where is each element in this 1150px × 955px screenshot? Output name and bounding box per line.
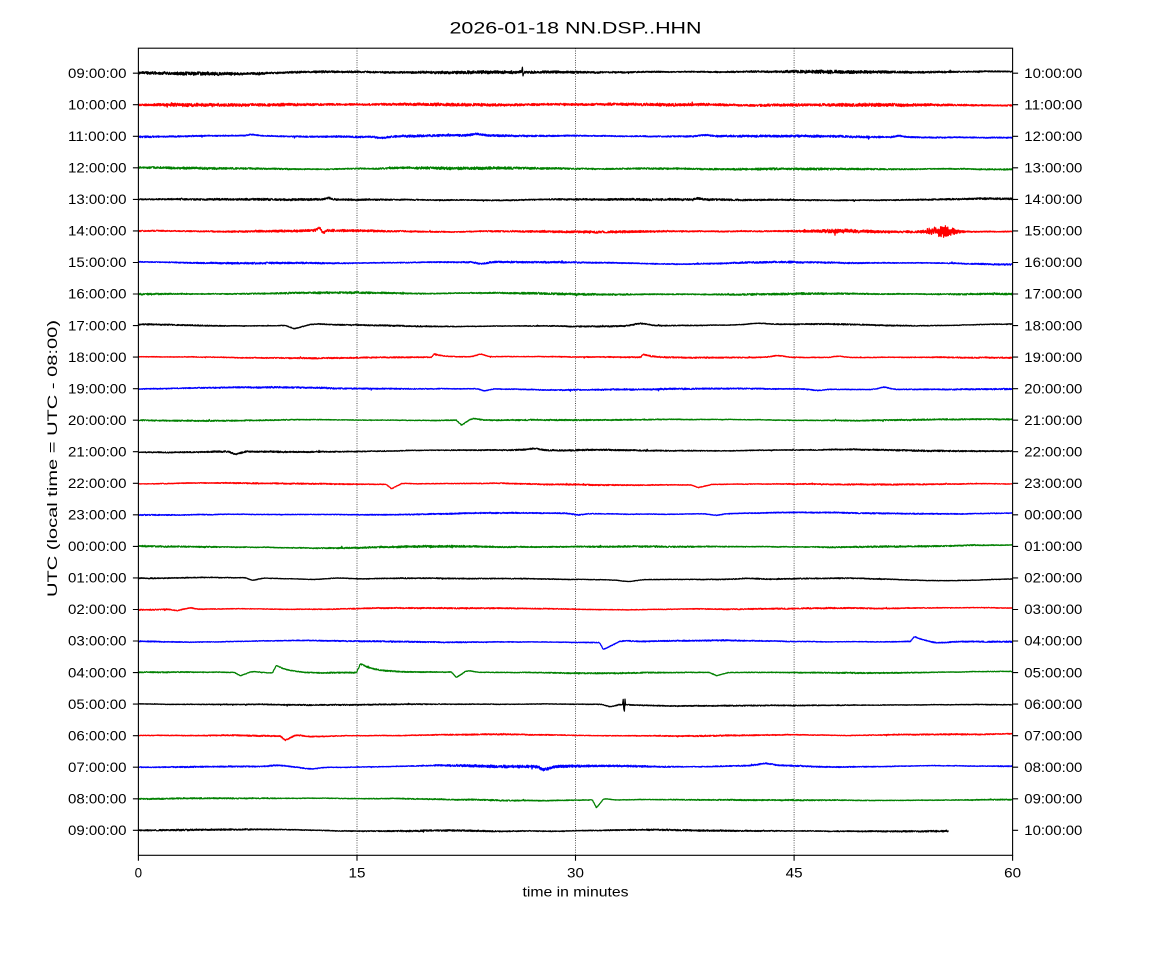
svg-text:14:00:00: 14:00:00 xyxy=(68,224,127,239)
svg-text:12:00:00: 12:00:00 xyxy=(1024,129,1082,144)
svg-text:19:00:00: 19:00:00 xyxy=(68,381,127,396)
svg-text:0: 0 xyxy=(135,866,142,881)
svg-text:16:00:00: 16:00:00 xyxy=(1024,255,1082,270)
svg-text:08:00:00: 08:00:00 xyxy=(68,792,127,807)
svg-text:06:00:00: 06:00:00 xyxy=(68,728,127,743)
svg-text:08:00:00: 08:00:00 xyxy=(1024,760,1082,775)
svg-text:02:00:00: 02:00:00 xyxy=(1024,571,1082,586)
svg-text:15:00:00: 15:00:00 xyxy=(68,255,127,270)
svg-text:14:00:00: 14:00:00 xyxy=(1024,192,1082,207)
svg-text:10:00:00: 10:00:00 xyxy=(1024,66,1082,81)
svg-text:23:00:00: 23:00:00 xyxy=(1024,476,1082,491)
svg-text:30: 30 xyxy=(567,866,584,881)
svg-text:60: 60 xyxy=(1004,866,1021,881)
svg-text:18:00:00: 18:00:00 xyxy=(1024,318,1082,333)
svg-text:09:00:00: 09:00:00 xyxy=(68,66,127,81)
svg-text:16:00:00: 16:00:00 xyxy=(68,287,127,302)
svg-text:02:00:00: 02:00:00 xyxy=(68,602,127,617)
svg-text:07:00:00: 07:00:00 xyxy=(68,760,127,775)
svg-text:05:00:00: 05:00:00 xyxy=(1024,665,1082,680)
svg-text:17:00:00: 17:00:00 xyxy=(1024,287,1082,302)
svg-text:12:00:00: 12:00:00 xyxy=(68,161,127,176)
svg-text:19:00:00: 19:00:00 xyxy=(1024,350,1082,365)
svg-text:21:00:00: 21:00:00 xyxy=(68,444,127,459)
svg-text:09:00:00: 09:00:00 xyxy=(68,823,127,838)
svg-text:23:00:00: 23:00:00 xyxy=(68,508,127,523)
svg-text:01:00:00: 01:00:00 xyxy=(1024,539,1082,554)
svg-text:22:00:00: 22:00:00 xyxy=(68,476,127,491)
svg-text:04:00:00: 04:00:00 xyxy=(68,665,127,680)
svg-text:45: 45 xyxy=(786,866,803,881)
svg-text:10:00:00: 10:00:00 xyxy=(68,97,127,112)
svg-text:time in minutes: time in minutes xyxy=(523,884,629,899)
svg-text:15:00:00: 15:00:00 xyxy=(1024,224,1082,239)
svg-text:13:00:00: 13:00:00 xyxy=(68,192,127,207)
svg-text:UTC (local time = UTC - 08:00): UTC (local time = UTC - 08:00) xyxy=(45,320,60,597)
svg-text:10:00:00: 10:00:00 xyxy=(1024,823,1082,838)
svg-text:20:00:00: 20:00:00 xyxy=(1024,381,1082,396)
svg-text:18:00:00: 18:00:00 xyxy=(68,350,127,365)
svg-text:05:00:00: 05:00:00 xyxy=(68,697,127,712)
svg-text:22:00:00: 22:00:00 xyxy=(1024,444,1082,459)
svg-text:07:00:00: 07:00:00 xyxy=(1024,728,1082,743)
svg-text:03:00:00: 03:00:00 xyxy=(1024,602,1082,617)
svg-text:09:00:00: 09:00:00 xyxy=(1024,792,1082,807)
svg-text:2026-01-18 NN.DSP..HHN: 2026-01-18 NN.DSP..HHN xyxy=(450,18,702,37)
svg-text:15: 15 xyxy=(349,866,366,881)
svg-text:13:00:00: 13:00:00 xyxy=(1024,161,1082,176)
svg-text:17:00:00: 17:00:00 xyxy=(68,318,127,333)
svg-text:21:00:00: 21:00:00 xyxy=(1024,413,1082,428)
svg-text:04:00:00: 04:00:00 xyxy=(1024,634,1082,649)
svg-text:06:00:00: 06:00:00 xyxy=(1024,697,1082,712)
svg-text:00:00:00: 00:00:00 xyxy=(1024,508,1082,523)
svg-text:01:00:00: 01:00:00 xyxy=(68,571,127,586)
svg-text:20:00:00: 20:00:00 xyxy=(68,413,127,428)
svg-text:03:00:00: 03:00:00 xyxy=(68,634,127,649)
svg-text:11:00:00: 11:00:00 xyxy=(68,129,127,144)
svg-text:11:00:00: 11:00:00 xyxy=(1024,97,1082,112)
svg-text:00:00:00: 00:00:00 xyxy=(68,539,127,554)
